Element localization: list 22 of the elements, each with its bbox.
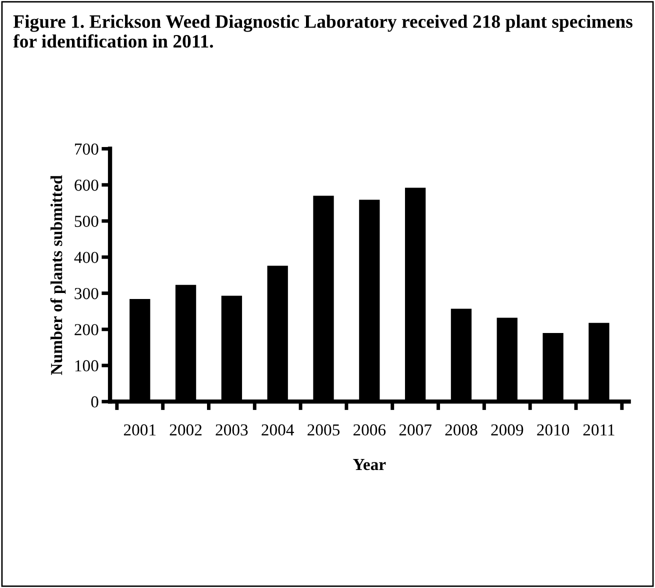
x-tick-label: 2005 [308, 424, 340, 436]
x-tick-label: 2007 [399, 424, 432, 436]
y-tick-label: 400 [74, 252, 98, 264]
y-tick-label: 500 [74, 216, 98, 227]
x-tick-label: 2003 [216, 424, 248, 436]
x-tick-label: 2001 [124, 424, 156, 436]
x-tick-label: 2006 [353, 424, 386, 436]
chart-title: Figure 1. Erickson Weed Diagnostic Laboratory received 218 plant specimens for identification in 2011. [13, 14, 632, 48]
y-tick-label: 0 [91, 396, 98, 408]
y-tick-label: 100 [75, 360, 98, 372]
x-tick-label: 2008 [445, 424, 478, 436]
y-tick-label: 300 [74, 288, 98, 300]
y-tick-label: 700 [75, 143, 98, 155]
y-axis-title: Number of plants submitted [50, 175, 66, 375]
y-tick-label: 600 [74, 180, 98, 191]
x-tick-label: 2009 [491, 424, 524, 436]
x-axis-title: Year [353, 459, 386, 470]
x-tick-label: 2004 [262, 424, 294, 436]
x-tick-label: 2002 [170, 424, 202, 436]
x-tick-label: 2010 [537, 424, 570, 436]
y-tick-label: 200 [74, 324, 98, 336]
x-tick-label: 2011 [583, 424, 614, 436]
